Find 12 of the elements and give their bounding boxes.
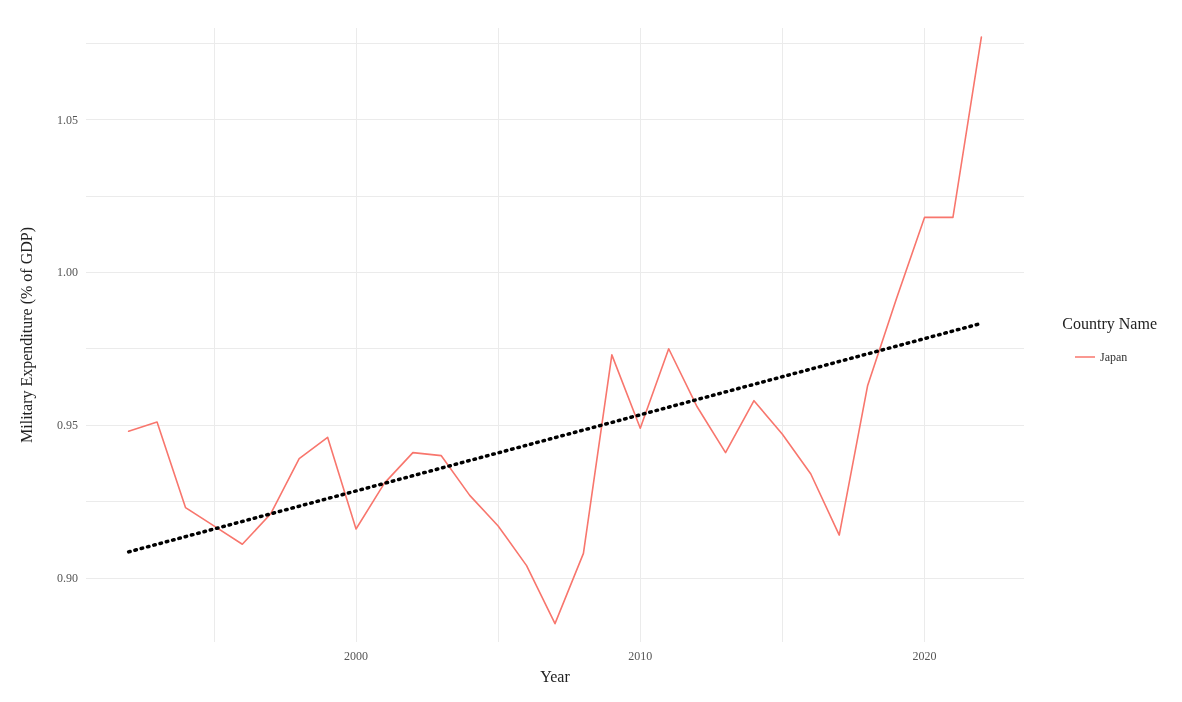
legend-label: Japan <box>1100 350 1128 364</box>
y-tick-label: 1.00 <box>57 265 78 280</box>
legend-title: Country Name <box>1062 314 1158 333</box>
x-axis-title: Year <box>540 667 571 685</box>
y-tick-label: 1.05 <box>57 112 78 127</box>
y-axis-title: Military Expenditure (% of GDP) <box>17 227 36 443</box>
line-series <box>127 36 983 625</box>
x-tick-label: 2010 <box>628 649 653 663</box>
y-tick-label: 0.95 <box>57 418 78 433</box>
x-tick-label: 2020 <box>912 649 937 663</box>
x-tick-label: 2000 <box>344 649 369 663</box>
y-tick-label: 0.90 <box>57 570 78 585</box>
